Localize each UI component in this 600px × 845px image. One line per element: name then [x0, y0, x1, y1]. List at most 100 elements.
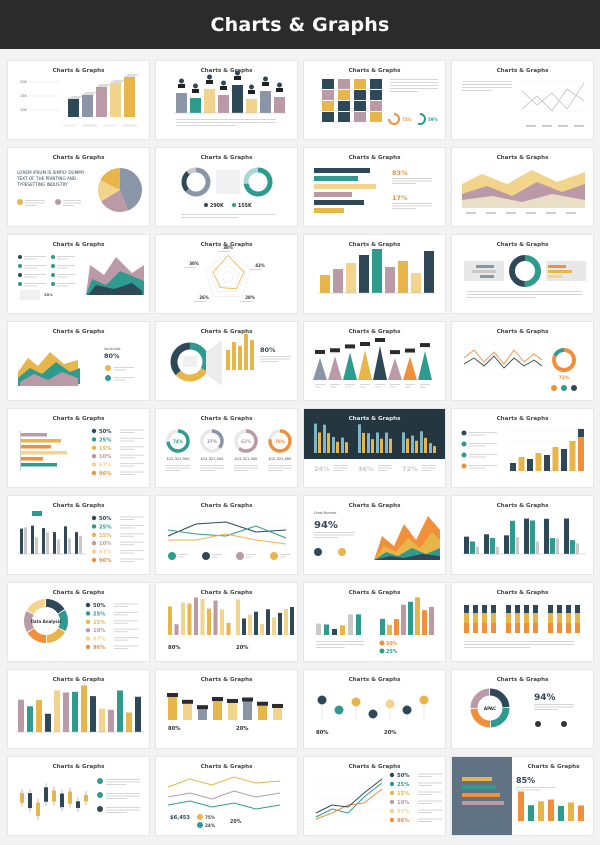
- slide-thumbnail-28[interactable]: Charts & Graphs: [451, 582, 594, 662]
- donut-segment: [490, 707, 510, 728]
- chart-bar: [31, 525, 34, 554]
- chart-bar: [550, 538, 555, 554]
- slide-thumbnail-35[interactable]: 50% 25% 15% 10% 67% 96% Charts & Graphs: [303, 756, 446, 836]
- list-percent: 67%: [397, 809, 410, 815]
- text-placeholder-line: [418, 773, 442, 775]
- chart-bar: [46, 532, 49, 554]
- slide-thumbnail-17[interactable]: 50% 25% 15% 10% 67% 96% Charts & Graphs: [7, 408, 150, 488]
- slide-thumbnail-33[interactable]: Charts & Graphs: [7, 756, 150, 836]
- donut-segment: [211, 429, 224, 450]
- text-placeholder-line: [268, 470, 283, 471]
- text-placeholder-line: [418, 785, 433, 786]
- chart-bar: [232, 342, 236, 370]
- chart-bar: [530, 520, 535, 554]
- chart-bar: [464, 623, 469, 633]
- slide-thumbnail-20[interactable]: Charts & Graphs: [451, 408, 594, 488]
- chart-bar: [380, 618, 385, 635]
- bar-top: [124, 74, 139, 77]
- slide-thumbnail-13[interactable]: Social plat 80% Charts & Graphs: [7, 321, 150, 401]
- value-label-bg: [420, 343, 430, 348]
- text-placeholder-line: [420, 384, 430, 385]
- slide-thumbnail-27[interactable]: 50% 25% Charts & Graphs: [303, 582, 446, 662]
- chart-bar: [506, 605, 511, 613]
- chart-bar: [338, 101, 350, 111]
- text-placeholder-line: [114, 631, 129, 633]
- slide-title: Charts & Graphs: [52, 329, 105, 335]
- slide-title: Charts & Graphs: [496, 329, 549, 335]
- chart-bar: [340, 625, 345, 635]
- chart-bar: [21, 433, 47, 437]
- slide-thumbnail-21[interactable]: 50% 25% 15% 10% 67% 96% Charts & Graphs: [7, 495, 150, 575]
- donut-segment: [470, 688, 490, 709]
- slide-title: Charts & Graphs: [496, 68, 549, 74]
- value-label-bg: [212, 697, 223, 702]
- slide-thumbnail-9[interactable]: 30% Charts & Graphs: [7, 234, 150, 314]
- text-placeholder-line: [390, 88, 438, 89]
- slide-thumbnail-32[interactable]: APAC 94% Charts & Graphs: [451, 669, 594, 749]
- chart-bar: [243, 701, 252, 720]
- slide-thumbnail-14[interactable]: 80% Charts & Graphs: [155, 321, 298, 401]
- percent-label: 28%: [245, 295, 255, 300]
- icon-dot: [97, 778, 103, 784]
- list-bullet: [85, 619, 91, 624]
- text-placeholder-line: [24, 256, 46, 257]
- slide-thumbnail-2[interactable]: Charts & Graphs: [155, 60, 298, 140]
- slide-thumbnail-1[interactable]: 20K 15K 10K Charts & Graphs: [7, 60, 150, 140]
- chart-bar: [548, 265, 566, 268]
- text-placeholder-line: [469, 456, 486, 458]
- chart-bar: [110, 83, 121, 117]
- slide-thumbnail-15[interactable]: Charts & Graphs: [303, 321, 446, 401]
- chart-bar: [64, 526, 67, 554]
- text-placeholder-line: [405, 384, 415, 385]
- list-bullet: [51, 273, 55, 277]
- slide-title: Charts & Graphs: [52, 764, 105, 770]
- slide-thumbnail-16[interactable]: 73% Charts & Graphs: [451, 321, 594, 401]
- text-placeholder-line: [464, 641, 574, 642]
- slide-title: Charts & Graphs: [496, 416, 549, 422]
- text-placeholder-line: [176, 122, 276, 123]
- slide-thumbnail-3[interactable]: 75% 59% Charts & Graphs: [303, 60, 446, 140]
- donut-segment: [166, 429, 190, 453]
- list-bullet: [461, 452, 467, 458]
- chart-area: [373, 345, 387, 380]
- chart-bar: [135, 696, 141, 732]
- slide-title: Charts & Graphs: [496, 503, 549, 509]
- chart-bar: [324, 624, 329, 635]
- slide-thumbnail-8[interactable]: Charts & Graphs: [451, 147, 594, 227]
- text-placeholder-line: [390, 386, 396, 388]
- slide-thumbnail-36[interactable]: 85% Charts & Graphs: [451, 756, 594, 836]
- chart-bar: [433, 446, 436, 453]
- slide-thumbnail-10[interactable]: 38% 43% 28% 26% 30% Charts & Graphs: [155, 234, 298, 314]
- slide-thumbnail-12[interactable]: Charts & Graphs: [451, 234, 594, 314]
- slide-thumbnail-7[interactable]: 83% 17% Charts & Graphs: [303, 147, 446, 227]
- text-placeholder-line: [57, 276, 68, 278]
- slide-thumbnail-23[interactable]: Great Number 94% Charts & Graphs: [303, 495, 446, 575]
- chart-bar: [21, 457, 43, 461]
- headline: TYPESETTING INDUSTRY: [16, 182, 68, 187]
- slide-thumbnail-4[interactable]: Charts & Graphs: [451, 60, 594, 140]
- chart-bar: [462, 801, 504, 805]
- donut-segment: [552, 348, 576, 372]
- slide-thumbnail-6[interactable]: 290K 155K Charts & Graphs: [155, 147, 298, 227]
- text-placeholder-line: [330, 386, 336, 388]
- slide-chart: 20K 15K 10K: [20, 74, 139, 127]
- slide-thumbnail-24[interactable]: Charts & Graphs: [451, 495, 594, 575]
- slide-thumbnail-11[interactable]: Charts & Graphs: [303, 234, 446, 314]
- chart-bar: [322, 112, 334, 122]
- slide-thumbnail-19[interactable]: 24% 36% 72% Charts & Graphs: [303, 408, 446, 488]
- chart-bar: [515, 623, 520, 633]
- slide-thumbnail-26[interactable]: 80% 20% Charts & Graphs: [155, 582, 298, 662]
- chart-bar: [544, 518, 549, 554]
- slide-thumbnail-31[interactable]: 80% 20% Charts & Graphs: [303, 669, 446, 749]
- slide-thumbnail-22[interactable]: Charts & Graphs: [155, 495, 298, 575]
- slide-thumbnail-18[interactable]: 74% $12,321,000 37% $12,321,000 62% $12,321,0…: [155, 408, 298, 488]
- slide-thumbnail-25[interactable]: Data Analysis 50% 25% 15% 10% 67% 96% Charts & …: [7, 582, 150, 662]
- slide-thumbnail-30[interactable]: 80% 20% Charts & Graphs: [155, 669, 298, 749]
- text-placeholder-line: [345, 386, 351, 388]
- chart-bar: [557, 613, 562, 623]
- slide-thumbnail-29[interactable]: Charts & Graphs: [7, 669, 150, 749]
- chart-bar: [45, 713, 51, 732]
- slide-thumbnail-34[interactable]: $6,453 75% 24% 20% Charts & Graphs: [155, 756, 298, 836]
- slide-thumbnail-5[interactable]: LOREM IPSUM IS SIMPLY DUMMY TEXT OF THE P…: [7, 147, 150, 227]
- slide-chart: 50%25%: [316, 597, 434, 655]
